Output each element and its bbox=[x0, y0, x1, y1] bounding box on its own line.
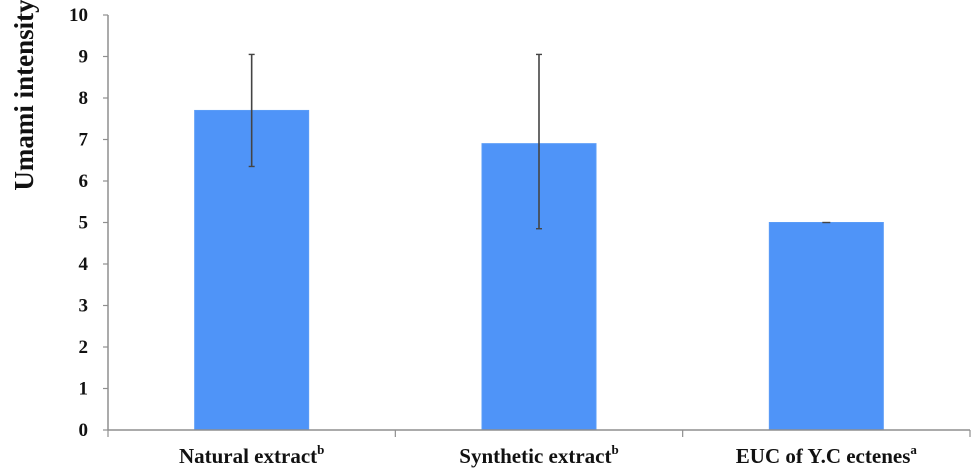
x-tick-label-superscript: b bbox=[611, 442, 618, 457]
bar bbox=[768, 222, 884, 431]
y-tick-label: 9 bbox=[79, 47, 89, 68]
y-tick-label: 1 bbox=[79, 379, 89, 400]
x-tick-label-superscript: b bbox=[317, 442, 324, 457]
x-tick-label-text: Synthetic extract bbox=[459, 444, 611, 468]
y-tick-label: 5 bbox=[79, 213, 89, 234]
y-tick-label: 6 bbox=[79, 171, 89, 192]
x-tick-label-superscript: a bbox=[910, 442, 917, 457]
x-tick-label: Synthetic extractb bbox=[459, 442, 618, 468]
x-tick-label: Natural extractb bbox=[179, 442, 324, 468]
y-tick-label: 4 bbox=[79, 254, 89, 275]
y-tick-label: 0 bbox=[79, 420, 89, 441]
x-tick-label-text: EUC of Y.C ectenes bbox=[736, 444, 911, 468]
y-tick-label: 7 bbox=[79, 130, 89, 151]
y-tick-label: 2 bbox=[79, 337, 89, 358]
y-axis-label: Umami intensity bbox=[9, 0, 39, 191]
y-tick-label: 3 bbox=[79, 296, 89, 317]
y-tick-label: 8 bbox=[79, 88, 89, 109]
x-tick-label: EUC of Y.C ectenesa bbox=[736, 442, 918, 468]
y-tick-label: 10 bbox=[69, 5, 88, 26]
x-tick-label-text: Natural extract bbox=[179, 444, 317, 468]
